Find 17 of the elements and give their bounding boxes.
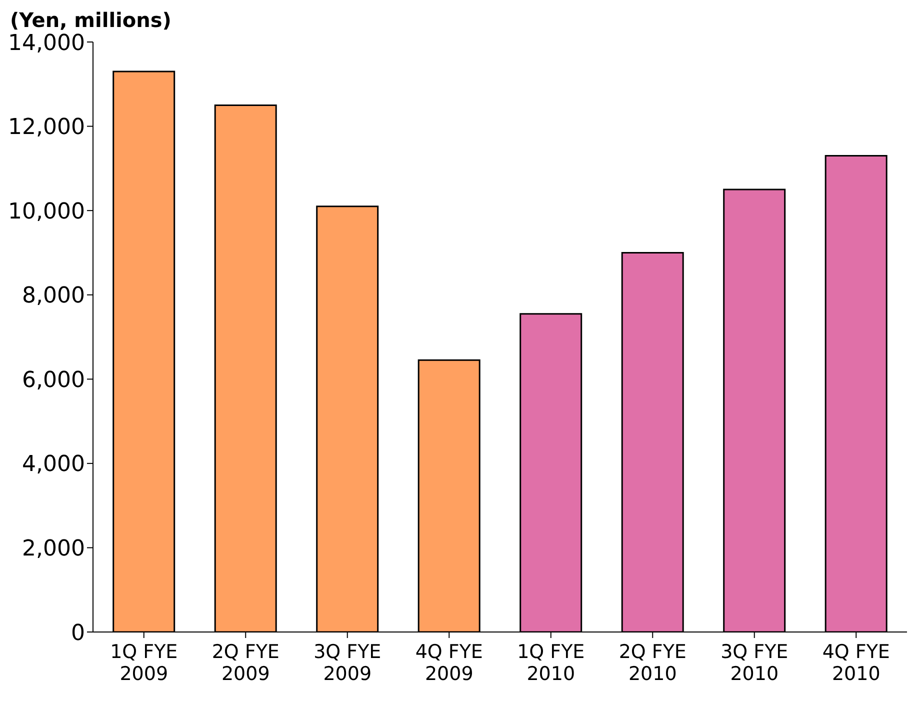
y-tick-label: 0 bbox=[71, 620, 85, 646]
x-tick-label: 4Q FYE 2010 bbox=[822, 641, 890, 685]
x-tick-label: 1Q FYE 2010 bbox=[517, 641, 585, 685]
x-tick-label: 1Q FYE 2009 bbox=[110, 641, 178, 685]
x-tick-label: 2Q FYE 2010 bbox=[618, 641, 686, 685]
y-tick-label: 12,000 bbox=[8, 115, 85, 140]
y-tick-label: 4,000 bbox=[22, 452, 85, 478]
x-tick-label: 3Q FYE 2010 bbox=[720, 641, 788, 685]
x-tick-label: 3Q FYE 2009 bbox=[314, 641, 382, 685]
y-tick-label: 10,000 bbox=[8, 199, 85, 224]
y-tick-label: 2,000 bbox=[22, 536, 85, 562]
y-axis-title: (Yen, millions) bbox=[9, 8, 172, 32]
y-tick-label: 8,000 bbox=[22, 284, 85, 309]
x-tick-label: 2Q FYE 2009 bbox=[212, 641, 280, 685]
y-tick-label: 14,000 bbox=[8, 30, 85, 56]
y-tick-label: 6,000 bbox=[22, 368, 85, 393]
x-tick-label: 4Q FYE 2009 bbox=[415, 641, 483, 685]
